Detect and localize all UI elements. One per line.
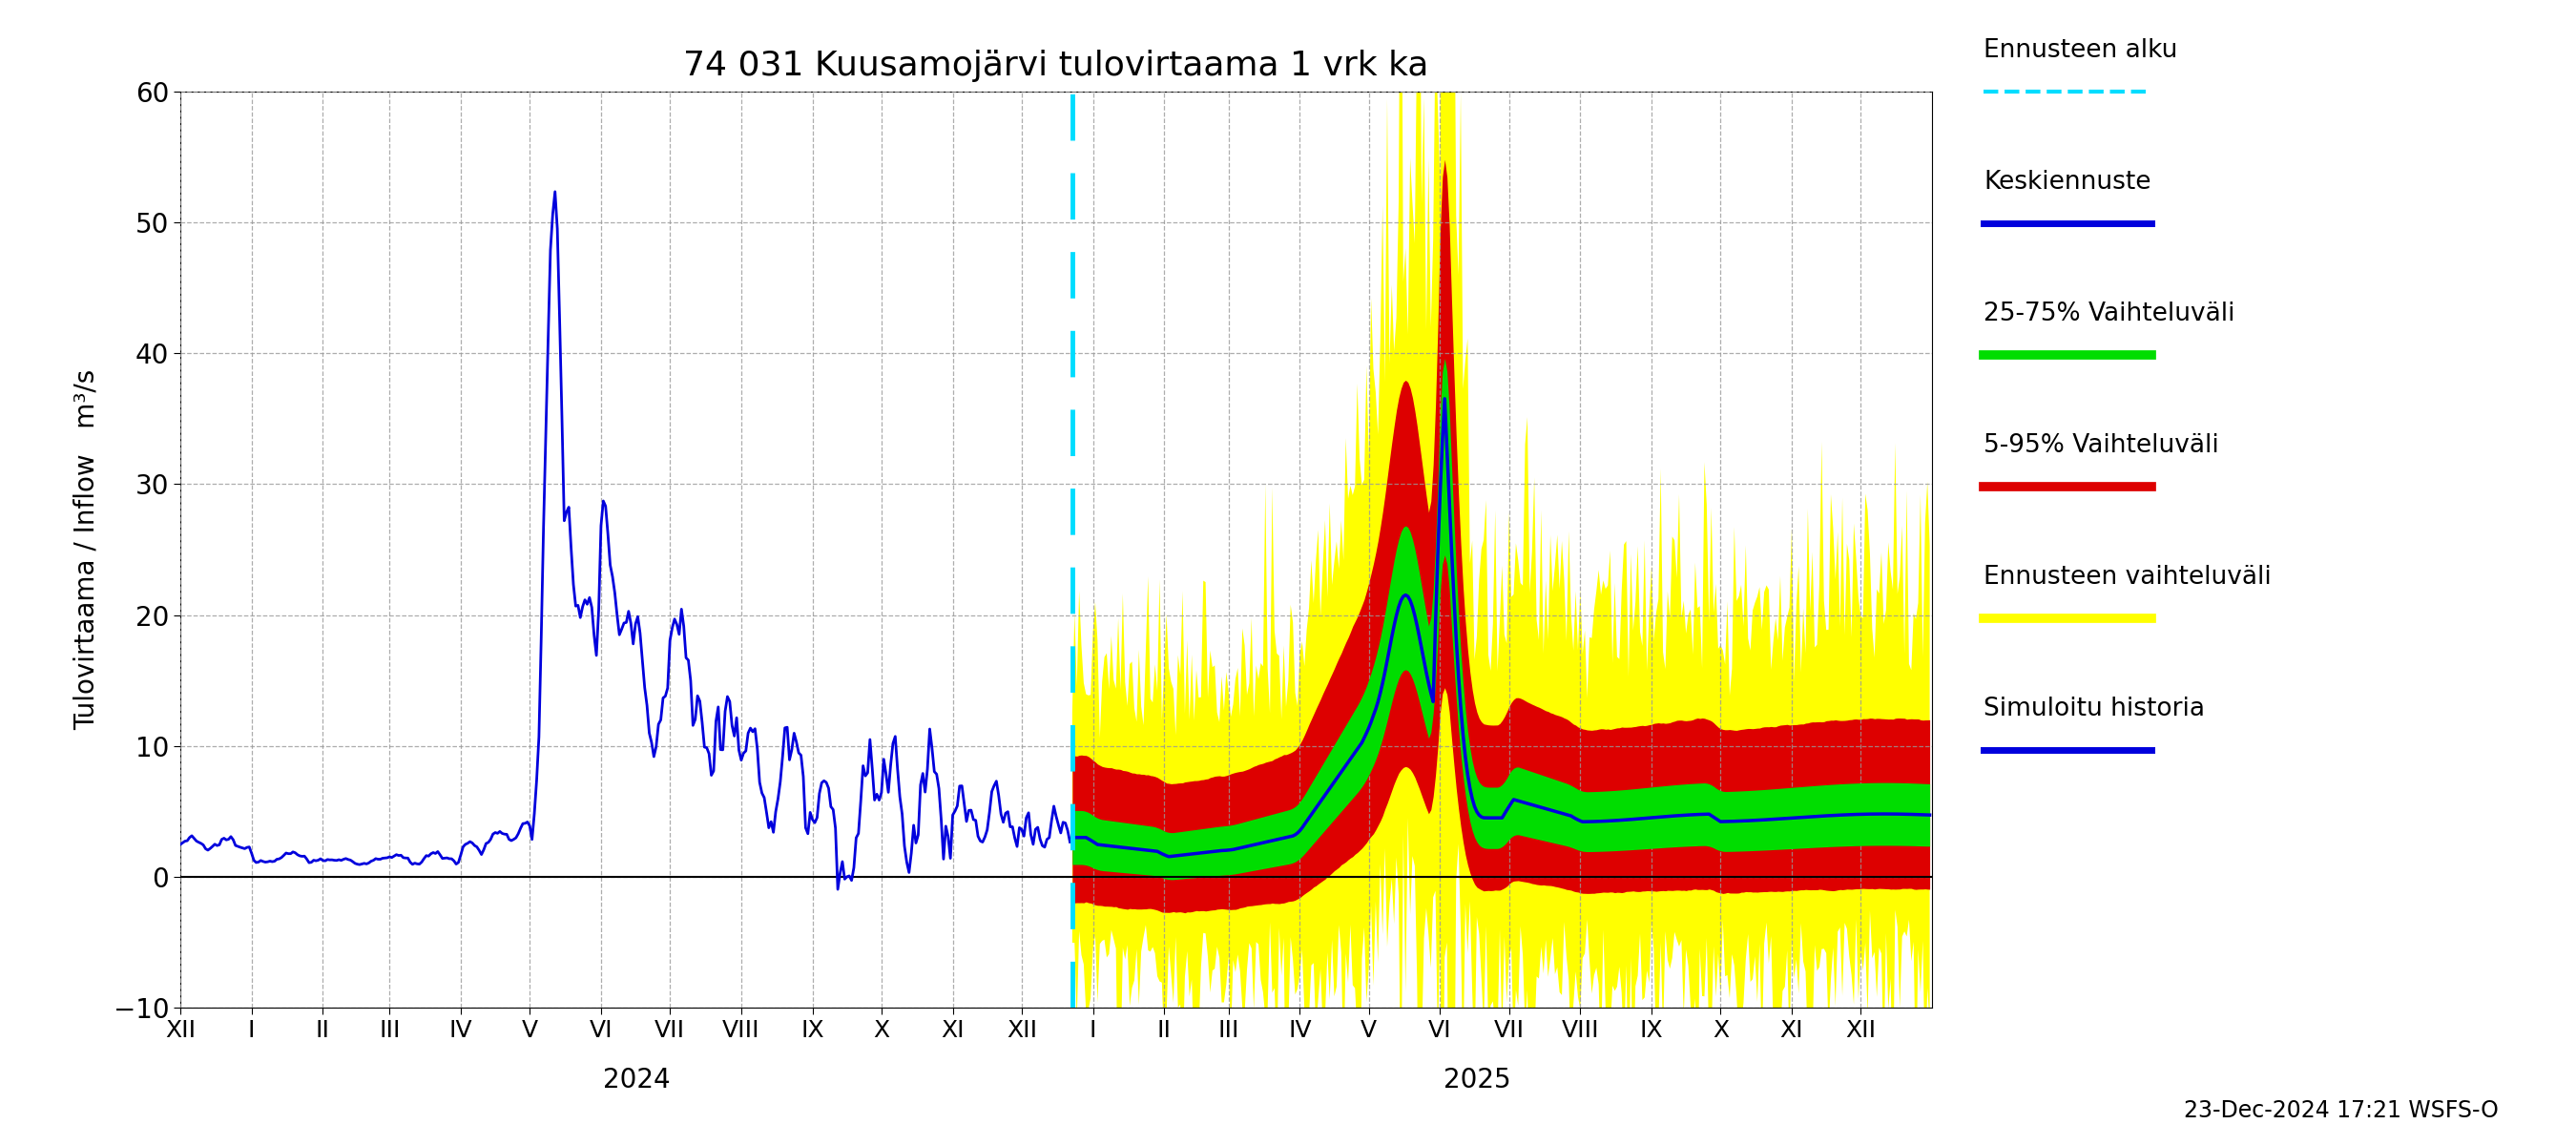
Text: Ennusteen alku: Ennusteen alku — [1984, 38, 2177, 63]
Text: 5-95% Vaihteluväli: 5-95% Vaihteluväli — [1984, 433, 2218, 458]
Title: 74 031 Kuusamojärvi tulovirtaama 1 vrk ka: 74 031 Kuusamojärvi tulovirtaama 1 vrk k… — [683, 50, 1430, 82]
Text: 25-75% Vaihteluväli: 25-75% Vaihteluväli — [1984, 301, 2236, 326]
Text: 2024: 2024 — [603, 1066, 670, 1093]
Text: Simuloitu historia: Simuloitu historia — [1984, 696, 2205, 721]
Text: 23-Dec-2024 17:21 WSFS-O: 23-Dec-2024 17:21 WSFS-O — [2184, 1099, 2499, 1122]
Text: Ennusteen vaihteluväli: Ennusteen vaihteluväli — [1984, 564, 2272, 590]
Text: 2025: 2025 — [1443, 1066, 1510, 1093]
Text: Keskiennuste: Keskiennuste — [1984, 169, 2151, 195]
Y-axis label: Tulovirtaama / Inflow   m³/s: Tulovirtaama / Inflow m³/s — [72, 369, 100, 731]
